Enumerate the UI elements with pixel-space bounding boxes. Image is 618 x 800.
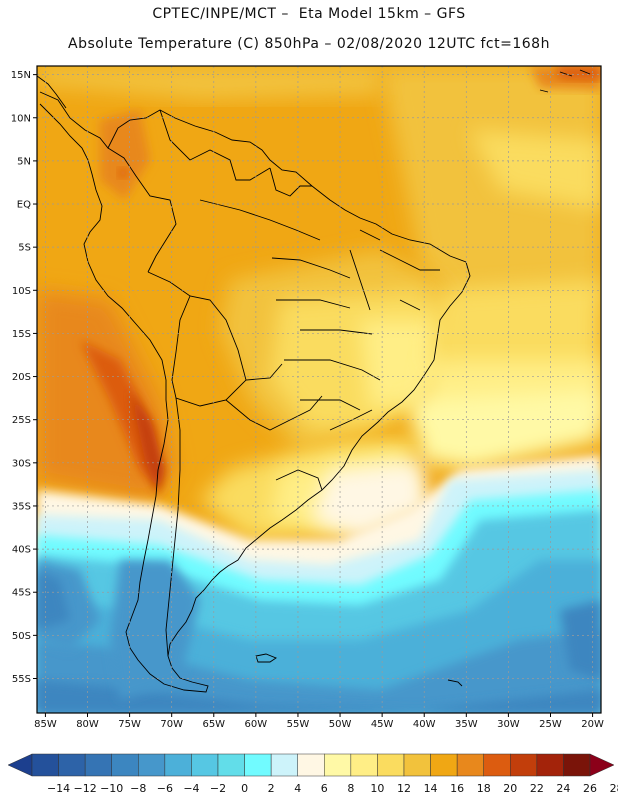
colorbar-swatch — [324, 753, 352, 777]
colorbar-label: 10 — [370, 782, 384, 795]
latitude-axis: 15N 10N 5N EQ 5S 10S 15S 20S 25S 30S 35S 40S 45S 50S 5… — [11, 70, 37, 685]
lat-tick-label: 25S — [12, 415, 31, 426]
colorbar-label: 16 — [450, 782, 464, 795]
colorbar-swatch — [164, 753, 192, 777]
falkland-islands — [255, 653, 277, 663]
lon-tick-label: 25W — [539, 719, 562, 730]
lat-lon-grid — [37, 66, 601, 713]
colorbar-label: −8 — [130, 782, 146, 795]
lon-tick-label: 65W — [202, 719, 225, 730]
colorbar-high-extend — [589, 753, 615, 777]
colorbar-swatch — [244, 753, 272, 777]
lat-tick-label: 30S — [12, 458, 31, 469]
caribbean-islands — [539, 69, 591, 93]
colorbar-swatch — [191, 753, 219, 777]
map-title-line1: CPTEC/INPE/MCT – Eta Model 15km – GFS — [152, 6, 466, 22]
central-america-coast — [37, 75, 67, 109]
colorbar-swatch — [297, 753, 325, 777]
colorbar-label: 4 — [294, 782, 301, 795]
colorbar-labels: −14 −12 −10 −8 −6 −4 −2 0 2 4 6 8 10 12 14 16 18 20 22 24 26… — [47, 782, 618, 795]
lat-tick-label: 55S — [12, 674, 31, 685]
colorbar-label: 26 — [583, 782, 597, 795]
colorbar-swatch — [270, 753, 298, 777]
colorbar-low-extend — [7, 753, 33, 777]
lat-tick-label: 15N — [11, 70, 31, 81]
colorbar-label: −4 — [183, 782, 199, 795]
colorbar-label: 6 — [321, 782, 328, 795]
national-border-argentina — [165, 397, 181, 657]
lon-tick-label: 85W — [34, 719, 57, 730]
colorbar-swatch — [31, 753, 59, 777]
lon-tick-label: 50W — [329, 719, 352, 730]
lat-tick-label: 10S — [12, 286, 31, 297]
lon-tick-label: 20W — [581, 719, 604, 730]
colorbar-label: 22 — [530, 782, 544, 795]
colorbar-swatch — [536, 753, 564, 777]
colorbar-swatch — [456, 753, 484, 777]
colorbar-swatch — [483, 753, 511, 777]
lat-tick-label: 5S — [18, 243, 31, 254]
colorbar-label: 18 — [477, 782, 491, 795]
colorbar-label: 20 — [503, 782, 517, 795]
map-frame — [36, 65, 602, 714]
lat-tick-label: 20S — [12, 372, 31, 383]
colorbar-swatch — [377, 753, 405, 777]
colorbar-swatch — [430, 753, 458, 777]
lat-tick-label: 45S — [12, 588, 31, 599]
colorbar-label: 2 — [268, 782, 275, 795]
national-border-bolivia — [171, 295, 283, 407]
lat-tick-label: 50S — [12, 631, 31, 642]
lat-tick-label: 40S — [12, 545, 31, 556]
colorbar-label: 12 — [397, 782, 411, 795]
national-border-paraguay — [225, 395, 323, 431]
lon-tick-label: 30W — [497, 719, 520, 730]
colorbar-swatch — [563, 753, 591, 777]
lon-tick-label: 35W — [455, 719, 478, 730]
lat-tick-label: EQ — [17, 200, 31, 211]
national-border-peru-brazil — [147, 271, 247, 381]
colorbar-label: 24 — [556, 782, 570, 795]
colorbar-swatch — [350, 753, 378, 777]
colorbar-label: 14 — [424, 782, 438, 795]
colorbar-swatch — [138, 753, 166, 777]
national-border-venezuela — [159, 109, 271, 181]
colorbar-swatches — [7, 753, 615, 777]
coastline-borders — [37, 69, 591, 693]
lon-tick-label: 40W — [413, 719, 436, 730]
colorbar-label: 0 — [241, 782, 248, 795]
colorbar-label: −14 — [47, 782, 70, 795]
colorbar-swatch — [111, 753, 139, 777]
lon-tick-label: 80W — [76, 719, 99, 730]
colorbar-swatch — [217, 753, 245, 777]
colorbar-swatch — [510, 753, 538, 777]
colorbar-swatch — [403, 753, 431, 777]
temperature-field — [37, 66, 601, 713]
lat-tick-label: 15S — [12, 329, 31, 340]
lat-tick-label: 35S — [12, 501, 31, 512]
colorbar-label: −10 — [100, 782, 123, 795]
lon-tick-label: 45W — [371, 719, 394, 730]
colorbar-label: −2 — [210, 782, 226, 795]
colorbar-label: −12 — [74, 782, 97, 795]
south-georgia — [447, 679, 463, 687]
colorbar-swatch — [58, 753, 86, 777]
colorbar-label: 28 — [610, 782, 618, 795]
national-border-guianas — [269, 167, 312, 197]
national-border-north — [107, 147, 177, 273]
colorbar: −14 −12 −10 −8 −6 −4 −2 0 2 4 6 8 10 12 14 16 18 20 22 24 26… — [7, 753, 618, 795]
longitude-axis: 85W 80W 75W 70W 65W 60W 55W 50W 45W 40W 35W 30W 25W 2… — [34, 713, 604, 730]
map-title-line2: Absolute Temperature (C) 850hPa – 02/08/… — [68, 36, 550, 52]
colorbar-swatch — [84, 753, 112, 777]
colorbar-label: −6 — [157, 782, 173, 795]
south-america-coastline — [39, 91, 471, 693]
lon-tick-label: 75W — [118, 719, 141, 730]
lat-tick-label: 5N — [17, 156, 31, 167]
colorbar-label: 8 — [347, 782, 354, 795]
temperature-map: 15N 10N 5N EQ 5S 10S 15S 20S 25S 30S 35S 40S 45S 50S 5… — [11, 65, 604, 730]
lon-tick-label: 60W — [245, 719, 268, 730]
lat-tick-label: 10N — [11, 113, 31, 124]
lon-tick-label: 70W — [160, 719, 183, 730]
lon-tick-label: 55W — [287, 719, 310, 730]
national-border-uruguay — [275, 469, 323, 491]
